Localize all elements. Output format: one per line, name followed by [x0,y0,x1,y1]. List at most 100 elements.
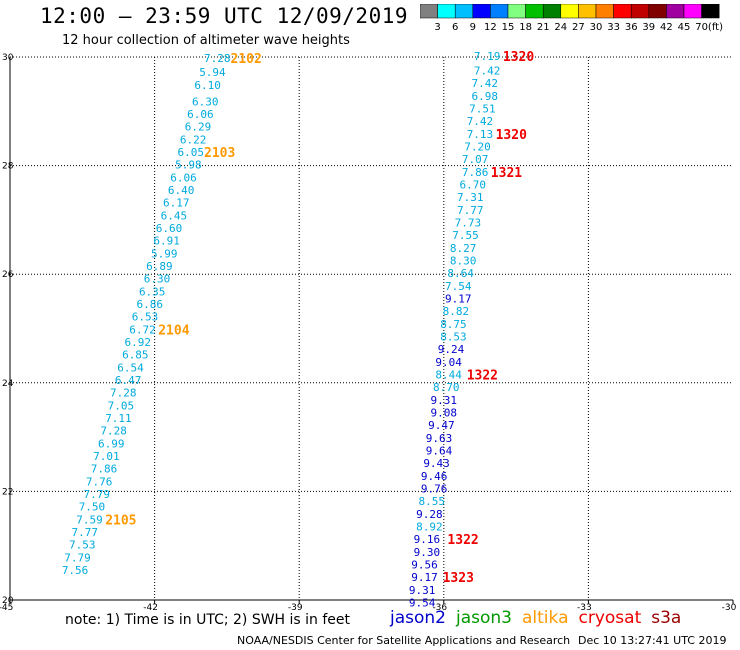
wave-height-value: 6.91 [153,235,180,248]
legend-label: 70 [695,22,708,33]
wave-height-value: 9.43 [423,457,450,470]
legend-label: 30 [590,22,603,33]
wave-height-value: 7.11 [105,412,132,425]
wave-height-value: 7.01 [93,450,120,463]
wave-height-value: 7.42 [467,115,494,128]
wave-height-value: 7.79 [64,552,91,565]
units-note: note: 1) Time is in UTC; 2) SWH is in fe… [65,612,351,628]
x-tick-label: -30 [722,603,737,610]
y-tick-label: 26 [2,270,14,280]
legend-unit: (ft) [708,22,723,33]
pass-time-label: 2105 [105,514,136,529]
wave-height-value: 9.56 [411,559,438,572]
page-subtitle: 12 hour collection of altimeter wave hei… [62,33,350,48]
wave-height-value: 7.73 [455,217,482,230]
wave-height-value: 6.98 [472,90,499,103]
wave-height-value: 7.28 [110,387,137,400]
wave-height-value: 8.70 [433,381,460,394]
wave-height-value: 6.30 [192,96,219,109]
wave-height-value: 6.86 [137,298,164,311]
wave-height-value: 6.10 [194,79,221,92]
wave-height-value: 6.35 [139,286,166,299]
wave-height-value: 7.07 [462,153,489,166]
wave-height-value: 6.29 [185,121,212,134]
wave-height-value: 6.22 [180,134,207,147]
wave-height-value: 7.05 [108,400,135,413]
x-tick-label: -39 [288,603,303,610]
legend-label: 27 [572,22,585,33]
pass-time-label: 1323 [443,571,474,586]
wave-height-value: 7.54 [445,280,472,293]
pass-time-label: 2102 [231,52,262,67]
wave-height-value: 6.60 [156,222,183,235]
wave-height-value: 7.28 [100,425,127,438]
wave-height-value: 7.20 [464,141,491,154]
wave-height-value: 7.59 [76,514,103,527]
wave-height-value: 7.13 [467,128,494,141]
generated-timestamp: Dec 10 13:27:41 UTC 2019 [578,634,727,647]
wave-height-value: 9.17 [445,293,472,306]
wave-height-value: 7.86 [462,166,489,179]
legend-label: 42 [660,22,673,33]
wave-height-value: 7.50 [79,501,106,514]
wave-height-value: 6.85 [122,349,149,362]
satellite-label-cryosat: cryosat [578,608,642,628]
wave-height-value: 8.82 [443,305,470,318]
wave-height-value: 8.75 [440,318,467,331]
legend-label: 3 [434,22,440,33]
wave-height-value: 6.72 [129,324,156,337]
satellite-legend: jason2 jason3 altika cryosat s3a [390,608,691,628]
legend-label: 18 [519,22,532,33]
pass-time-label: 1320 [503,50,534,65]
legend-label: 9 [470,22,476,33]
x-tick-label: -45 [0,603,13,610]
wave-height-value: 6.89 [146,260,173,273]
wave-height-value: 7.19 [474,50,501,63]
wave-height-value: 7.56 [62,564,89,577]
wave-height-value: 6.17 [163,197,190,210]
page-title: 12:00 — 23:59 UTC 12/09/2019 [40,4,409,28]
legend-label: 45 [678,22,691,33]
legend-label: 15 [502,22,515,33]
pass-time-label: 2103 [204,146,235,161]
wave-height-value: 9.16 [414,533,441,546]
wave-height-value: 8.27 [450,242,477,255]
wave-height-value: 7.77 [71,526,98,539]
wave-height-value: 9.31 [431,394,458,407]
wave-height-value: 6.06 [170,172,197,185]
satellite-label-jason3: jason3 [456,608,512,628]
x-tick-label: -36 [432,603,447,610]
legend-label: 33 [607,22,620,33]
wave-height-value: 6.92 [124,336,151,349]
wave-height-value: 6.53 [132,311,159,324]
pass-time-label: 1322 [467,369,498,384]
y-tick-label: 28 [2,162,14,172]
wave-height-value: 5.99 [151,248,178,261]
wave-height-value: 6.05 [178,146,205,159]
pass-time-label: 1321 [491,166,522,181]
wave-height-value: 9.08 [431,407,458,420]
wave-height-value: 6.70 [459,179,486,192]
wave-height-value: 6.30 [144,273,171,286]
wave-height-value: 7.77 [457,204,484,217]
pass-time-label: 1322 [447,533,478,548]
satellite-label-jason2: jason2 [390,608,446,628]
legend-label: 21 [537,22,550,33]
wave-height-value: 6.45 [161,210,188,223]
wave-height-value: 9.28 [416,508,443,521]
y-tick-label: 22 [2,487,13,497]
wave-height-value: 8.92 [416,521,443,534]
legend-label: 39 [642,22,655,33]
satellite-label-s3a: s3a [651,608,682,628]
wave-height-value: 5.94 [199,66,226,79]
wave-height-value: 6.99 [98,438,125,451]
legend-label: 36 [625,22,638,33]
pass-time-label: 2104 [158,324,189,339]
x-tick-label: -42 [143,603,158,610]
wave-height-value: 6.06 [187,108,214,121]
x-tick-label: -33 [577,603,592,610]
wave-height-value: 5.98 [175,159,202,172]
pass-time-label: 1320 [496,128,527,143]
wave-height-value: 7.42 [474,65,501,78]
